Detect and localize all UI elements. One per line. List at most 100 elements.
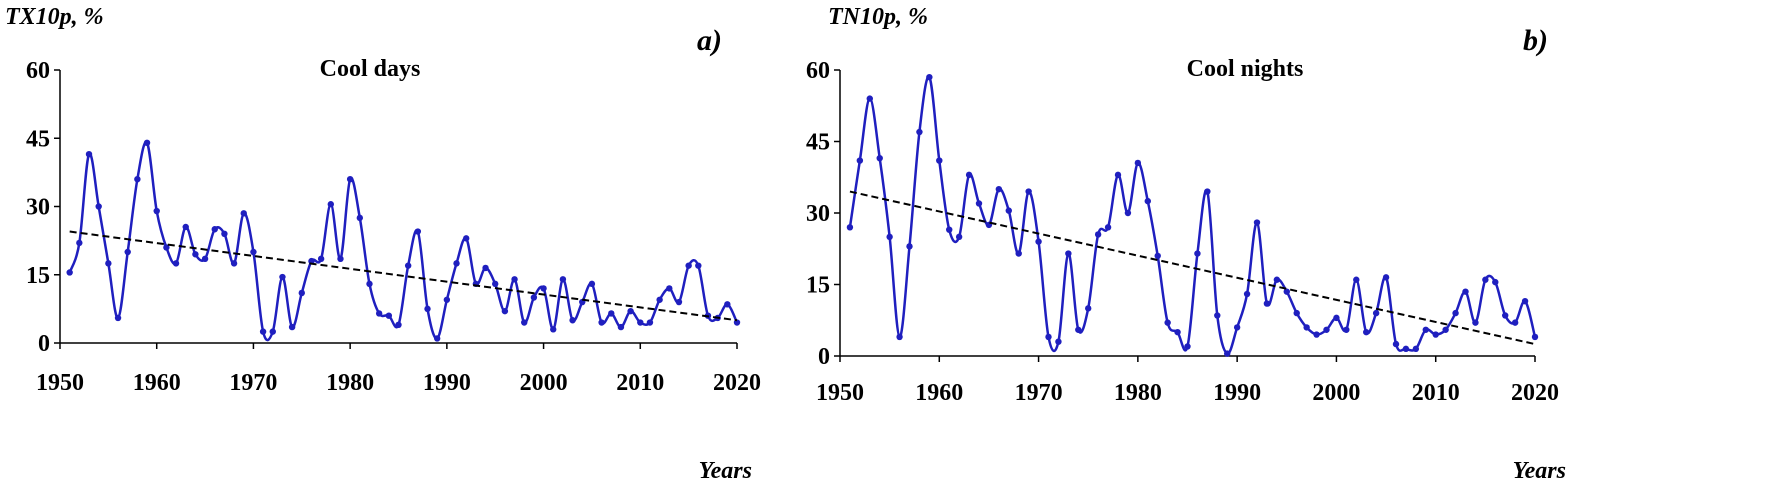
data-point [1502, 312, 1509, 319]
data-point [346, 176, 354, 183]
x-tick-label: 1950 [816, 380, 864, 406]
data-point [1253, 219, 1261, 226]
y-axis-label: TX10p, % [5, 4, 104, 30]
data-point [965, 171, 973, 179]
data-point [124, 248, 131, 256]
data-point [298, 289, 305, 297]
chart-title: Cool days [320, 56, 421, 82]
data-point [240, 210, 247, 217]
data-point [1531, 333, 1539, 341]
data-point [733, 319, 741, 326]
data-point [1224, 350, 1231, 357]
data-point [559, 276, 567, 283]
data-point [1511, 319, 1519, 326]
x-tick-label: 2000 [520, 370, 568, 396]
trend-line [69, 230, 738, 322]
data-point [936, 157, 943, 164]
data-point [1114, 171, 1122, 179]
data-point [1353, 276, 1360, 283]
data-point [1075, 326, 1082, 333]
y-tick-label: 45 [806, 130, 830, 156]
data-point [1035, 238, 1042, 245]
y-tick-label: 0 [38, 331, 50, 357]
y-tick-label: 0 [818, 344, 830, 370]
data-point [1273, 276, 1281, 283]
data-point [1392, 340, 1400, 348]
data-point [1333, 314, 1340, 322]
data-point [1055, 338, 1062, 345]
data-point [955, 233, 963, 241]
data-point [637, 319, 644, 326]
data-point [656, 296, 663, 303]
data-point [279, 273, 286, 281]
data-point [463, 235, 470, 242]
data-point [356, 214, 364, 222]
x-tick-label: 1970 [229, 370, 277, 396]
data-point [856, 157, 864, 164]
data-point [1015, 250, 1022, 257]
x-tick-label: 2020 [713, 370, 761, 396]
y-tick-label: 15 [806, 273, 830, 299]
data-point [1422, 326, 1429, 333]
data-point [76, 239, 83, 247]
x-tick-label: 1960 [133, 370, 181, 396]
data-point [66, 269, 73, 276]
data-point [666, 285, 673, 292]
data-point [492, 280, 499, 288]
x-tick-label: 2000 [1312, 380, 1360, 406]
x-axis-label: Years [699, 458, 752, 484]
data-point [259, 328, 267, 335]
data-point [1482, 276, 1489, 283]
data-point [1045, 333, 1052, 341]
data-point [540, 285, 547, 292]
data-point [1442, 326, 1449, 333]
data-point [598, 319, 605, 326]
data-point [134, 176, 141, 183]
trend-line [849, 190, 1536, 346]
y-tick-label: 15 [26, 263, 50, 289]
data-point [1164, 319, 1171, 326]
data-point [866, 95, 873, 102]
data-point [646, 319, 654, 326]
data-point [1104, 224, 1112, 231]
data-point [1462, 288, 1469, 295]
x-tick-label: 1980 [1114, 380, 1162, 406]
data-point [433, 335, 441, 342]
data-point [1243, 290, 1251, 298]
data-point [886, 233, 893, 241]
data-point [1184, 343, 1191, 350]
data-point [1214, 312, 1221, 319]
y-tick-label: 30 [26, 195, 50, 221]
x-axis-label: Years [1513, 458, 1566, 484]
data-point [896, 333, 903, 341]
panel-label: b) [1523, 24, 1548, 57]
x-tick-label: 2010 [616, 370, 664, 396]
data-point [163, 244, 170, 251]
data-point [685, 262, 692, 269]
data-point [114, 314, 122, 322]
data-point [569, 317, 576, 324]
x-tick-label: 1990 [1213, 380, 1261, 406]
data-line [68, 140, 739, 342]
data-point [1323, 326, 1330, 333]
data-point [695, 262, 702, 269]
data-point [337, 255, 344, 263]
data-point [1382, 274, 1390, 281]
data-point [453, 260, 460, 267]
data-point [975, 200, 983, 207]
data-point [443, 296, 451, 303]
y-tick-label: 30 [806, 201, 830, 227]
data-point [201, 255, 209, 263]
data-point [1372, 309, 1380, 317]
data-point [1472, 319, 1479, 326]
x-tick-label: 1980 [326, 370, 374, 396]
data-point [1154, 252, 1161, 260]
data-point [1233, 324, 1241, 331]
data-point [1204, 188, 1211, 195]
data-point [617, 323, 625, 331]
y-tick-label: 45 [26, 126, 50, 152]
data-point [221, 230, 228, 237]
data-point [1402, 345, 1410, 353]
x-tick-label: 1970 [1015, 380, 1063, 406]
data-point [192, 251, 199, 258]
